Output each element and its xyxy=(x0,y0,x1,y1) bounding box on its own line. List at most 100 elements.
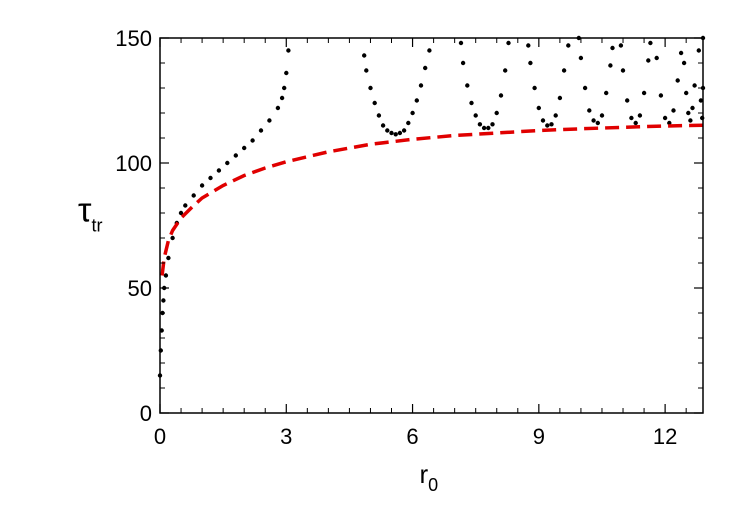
y-axis-label: τtr xyxy=(78,192,102,236)
data-point xyxy=(364,68,369,73)
data-point xyxy=(458,40,464,46)
data-point xyxy=(406,120,411,126)
data-point xyxy=(549,122,554,127)
data-point xyxy=(161,298,166,303)
data-point xyxy=(540,118,546,123)
data-point xyxy=(696,48,701,53)
data-point xyxy=(166,255,171,261)
data-point xyxy=(591,118,596,123)
data-point xyxy=(275,105,281,111)
y-tick-label: 50 xyxy=(128,276,152,301)
x-tick-label: 12 xyxy=(653,424,677,449)
data-point xyxy=(671,108,676,113)
data-point xyxy=(604,90,609,96)
y-tick-label: 100 xyxy=(115,151,152,176)
data-point xyxy=(362,53,367,58)
data-point xyxy=(267,118,272,123)
y-tick-label: 150 xyxy=(115,26,152,51)
data-point xyxy=(566,43,571,48)
data-point xyxy=(469,100,474,106)
data-point xyxy=(225,160,230,166)
data-point xyxy=(178,210,184,216)
y-tick-label: 0 xyxy=(140,401,152,426)
data-point xyxy=(372,100,377,106)
x-axis-label: r0 xyxy=(420,459,439,495)
data-point xyxy=(532,85,537,91)
data-point xyxy=(688,118,693,123)
data-point xyxy=(284,70,289,76)
data-point xyxy=(423,65,428,71)
data-point xyxy=(490,122,495,127)
data-point xyxy=(582,85,588,91)
data-point xyxy=(258,128,264,133)
data-point xyxy=(675,78,680,83)
data-point xyxy=(620,68,626,73)
data-point xyxy=(536,105,541,111)
data-point xyxy=(662,115,668,121)
data-point xyxy=(427,48,432,53)
plot-frame xyxy=(159,37,704,414)
data-point xyxy=(658,93,664,98)
data-point xyxy=(692,83,697,88)
data-point xyxy=(625,98,630,103)
data-point xyxy=(595,120,600,126)
data-point xyxy=(250,138,255,143)
data-point xyxy=(183,203,188,208)
data-point xyxy=(667,120,672,126)
data-point xyxy=(242,145,247,151)
data-point xyxy=(418,83,424,88)
data-point xyxy=(578,55,584,61)
series-line xyxy=(160,123,704,276)
data-point xyxy=(233,153,238,158)
data-point xyxy=(282,85,287,91)
data-point xyxy=(473,113,478,118)
data-point xyxy=(460,60,466,66)
x-tick-label: 0 xyxy=(154,424,166,449)
data-point xyxy=(684,90,689,96)
data-point xyxy=(686,110,691,116)
data-point xyxy=(557,95,563,101)
x-tick-label: 9 xyxy=(533,424,545,449)
data-point xyxy=(637,113,643,118)
data-point xyxy=(553,113,558,118)
data-point xyxy=(385,128,390,133)
data-point xyxy=(646,58,651,63)
data-point xyxy=(410,110,415,116)
data-point xyxy=(618,43,624,48)
data-point xyxy=(599,113,605,118)
data-point xyxy=(503,68,508,73)
data-point xyxy=(216,168,222,173)
data-point xyxy=(610,45,615,51)
data-point xyxy=(401,128,407,133)
data-point xyxy=(286,48,291,53)
data-point xyxy=(654,55,659,61)
data-point xyxy=(414,98,419,103)
data-point xyxy=(465,83,470,88)
data-point xyxy=(368,85,373,91)
data-point xyxy=(208,175,213,181)
data-point xyxy=(561,68,567,73)
data-point xyxy=(545,123,550,128)
series-layer xyxy=(157,35,706,378)
data-point xyxy=(376,113,382,118)
data-point xyxy=(279,95,285,101)
data-point xyxy=(494,110,499,116)
x-tick-label: 3 xyxy=(280,424,292,449)
data-point xyxy=(690,105,695,111)
data-point xyxy=(397,130,403,136)
data-point xyxy=(380,123,386,128)
data-point xyxy=(481,125,487,131)
data-point xyxy=(163,273,169,278)
data-point xyxy=(486,125,491,131)
data-point xyxy=(498,93,504,98)
data-point xyxy=(698,98,704,103)
data-point xyxy=(393,132,398,137)
data-point xyxy=(641,90,647,96)
data-point xyxy=(199,183,205,188)
data-point xyxy=(587,108,592,113)
data-point xyxy=(678,50,684,56)
data-point xyxy=(389,130,394,136)
data-point xyxy=(506,40,511,46)
data-point xyxy=(170,235,175,241)
